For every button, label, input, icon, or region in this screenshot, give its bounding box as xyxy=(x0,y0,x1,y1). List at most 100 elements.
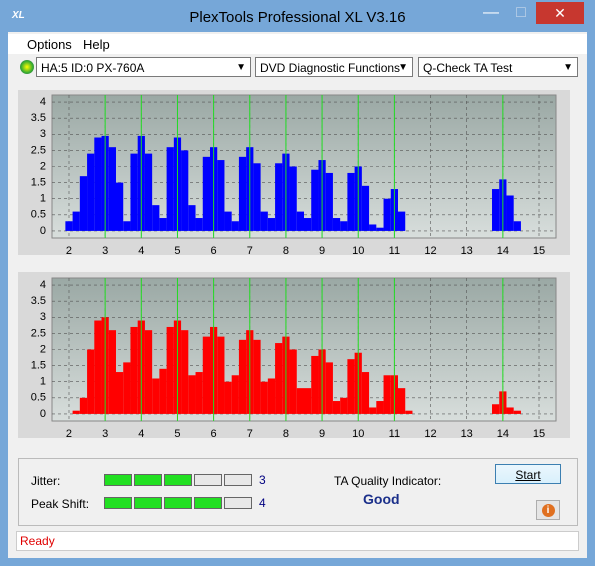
bar xyxy=(94,137,102,231)
meter-cell xyxy=(164,497,192,509)
bar xyxy=(72,410,80,414)
bar xyxy=(144,153,153,231)
meter-cell xyxy=(224,474,252,486)
bar xyxy=(87,349,95,414)
bar xyxy=(195,372,203,414)
x-tick-label: 2 xyxy=(66,245,72,257)
y-tick-label: 3.5 xyxy=(31,112,46,124)
y-tick-label: 3 xyxy=(40,311,46,323)
x-tick-label: 4 xyxy=(138,245,144,257)
bar xyxy=(202,336,210,414)
bar xyxy=(289,166,297,231)
x-tick-label: 9 xyxy=(319,428,325,440)
bar xyxy=(304,218,312,231)
bar xyxy=(369,224,377,231)
bar xyxy=(181,330,189,414)
x-tick-label: 8 xyxy=(283,428,289,440)
bar xyxy=(275,343,283,414)
test-select[interactable]: Q-Check TA Test ▼ xyxy=(418,57,578,77)
bar xyxy=(304,388,312,414)
bar xyxy=(159,218,167,231)
bar xyxy=(492,404,500,414)
menu-help[interactable]: Help xyxy=(83,37,110,52)
y-tick-label: 0 xyxy=(40,225,46,237)
y-tick-label: 2.5 xyxy=(31,144,46,156)
x-tick-label: 2 xyxy=(66,428,72,440)
bar xyxy=(188,205,196,231)
start-button[interactable]: Start xyxy=(495,464,561,484)
bar xyxy=(340,221,348,231)
x-tick-label: 6 xyxy=(211,245,217,257)
bar xyxy=(195,218,203,231)
x-tick-label: 11 xyxy=(389,245,400,257)
close-button[interactable]: ✕ xyxy=(536,2,584,24)
peak-shift-meter xyxy=(104,497,254,509)
bar xyxy=(347,172,355,231)
x-tick-label: 15 xyxy=(533,428,545,440)
y-tick-label: 2 xyxy=(40,160,46,172)
y-tick-label: 2 xyxy=(40,343,46,355)
bar xyxy=(166,147,174,231)
bar xyxy=(130,326,138,414)
function-select-text: DVD Diagnostic Functions xyxy=(260,61,401,75)
meter-cell xyxy=(194,474,222,486)
bar xyxy=(506,407,514,414)
bar xyxy=(152,205,160,231)
x-tick-label: 5 xyxy=(174,245,180,257)
x-tick-label: 3 xyxy=(102,428,108,440)
x-tick-label: 10 xyxy=(352,428,364,440)
x-tick-label: 12 xyxy=(424,428,436,440)
bar xyxy=(267,218,276,231)
status-bar xyxy=(16,531,579,551)
results-panel xyxy=(18,458,578,526)
bar xyxy=(115,182,124,231)
status-text: Ready xyxy=(20,534,55,548)
bar xyxy=(231,375,239,414)
bar xyxy=(347,359,355,414)
bar xyxy=(383,198,391,231)
maximize-button[interactable]: □ xyxy=(516,4,526,21)
bar xyxy=(311,355,319,414)
bar xyxy=(376,401,384,414)
bar xyxy=(65,221,73,231)
x-tick-label: 3 xyxy=(102,245,108,257)
quality-label: TA Quality Indicator: xyxy=(334,474,442,488)
bar xyxy=(144,330,153,414)
bar xyxy=(260,211,268,231)
y-tick-label: 3 xyxy=(40,128,46,140)
y-tick-label: 3.5 xyxy=(31,295,46,307)
bar xyxy=(289,349,297,414)
bar xyxy=(224,381,232,414)
bar xyxy=(311,169,319,231)
x-tick-label: 8 xyxy=(283,245,289,257)
bar xyxy=(361,185,370,231)
x-tick-label: 14 xyxy=(497,428,509,440)
bar xyxy=(260,381,268,414)
bar xyxy=(87,153,95,231)
x-tick-label: 6 xyxy=(211,428,217,440)
bar xyxy=(159,368,167,414)
y-tick-label: 1.5 xyxy=(31,360,46,372)
x-tick-label: 5 xyxy=(174,428,180,440)
meter-cell xyxy=(164,474,192,486)
info-button[interactable]: i xyxy=(536,500,560,520)
y-tick-label: 1 xyxy=(40,376,46,388)
drive-icon xyxy=(20,60,34,74)
jitter-label: Jitter: xyxy=(31,474,61,488)
menu-bar xyxy=(8,34,587,54)
bar xyxy=(383,375,391,414)
x-tick-label: 7 xyxy=(247,428,253,440)
bar xyxy=(253,339,261,414)
meter-cell xyxy=(104,497,132,509)
bar xyxy=(340,397,348,414)
drive-select[interactable]: HA:5 ID:0 PX-760A ▼ xyxy=(36,57,251,77)
bar xyxy=(361,372,370,414)
bar xyxy=(108,330,116,414)
minimize-button[interactable]: — xyxy=(483,4,499,21)
bar xyxy=(72,211,80,231)
x-tick-label: 13 xyxy=(461,245,473,257)
y-tick-label: 4 xyxy=(40,96,46,108)
function-select[interactable]: DVD Diagnostic Functions ▼ xyxy=(255,57,413,77)
menu-options[interactable]: Options xyxy=(27,37,72,52)
